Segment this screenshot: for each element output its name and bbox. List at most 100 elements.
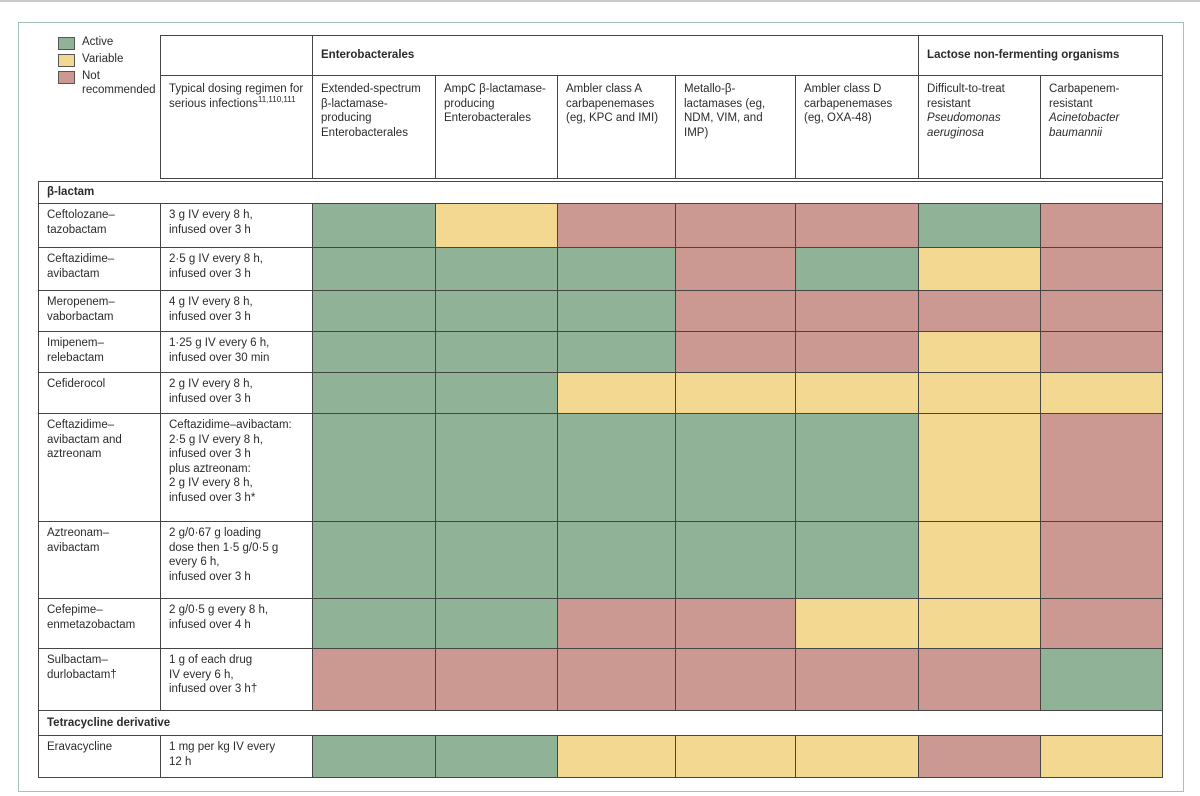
reference-superscript: 11,110,111 [257, 94, 296, 104]
status-cell [675, 413, 796, 522]
status-cell [795, 598, 919, 649]
status-cell [557, 521, 676, 599]
status-cell [918, 203, 1041, 248]
dosing-regimen: 1·25 g IV every 6 h, infused over 30 min [160, 331, 313, 373]
status-cell [918, 372, 1041, 414]
dosing-regimen: 1 mg per kg IV every 12 h [160, 735, 313, 778]
status-cell [1040, 372, 1163, 414]
table-row: Ceftazidime–avibactam and aztreonam Ceft… [38, 413, 1163, 522]
column-header-row: Typical dosing regimen for serious infec… [160, 75, 1164, 179]
status-cell [557, 372, 676, 414]
status-cell [557, 735, 676, 778]
status-cell [795, 331, 919, 373]
status-cell [557, 648, 676, 711]
status-cell [312, 413, 436, 522]
status-cell [1040, 247, 1163, 291]
status-cell [795, 247, 919, 291]
status-cell [918, 290, 1041, 332]
group-header-enterobacterales: Enterobacterales [311, 35, 920, 76]
table-row: Sulbactam–durlobactam† 1 g of each drug … [38, 648, 1163, 711]
drug-name: Cefepime–enmetazobactam [38, 598, 161, 649]
status-cell [312, 331, 436, 373]
column-header-table: Enterobacterales Lactose non-fermenting … [160, 35, 1164, 179]
screenshot-top-edge [0, 0, 1200, 2]
column-header-esbl: Extended-spectrum β-lactamase-producing … [312, 75, 436, 179]
drug-name: Sulbactam–durlobactam† [38, 648, 161, 711]
status-cell [435, 203, 558, 248]
status-cell [557, 598, 676, 649]
legend-label: Not recommended [82, 70, 156, 96]
table-row: Cefepime–enmetazobactam 2 g/0·5 g every … [38, 598, 1163, 649]
status-cell [557, 247, 676, 291]
table-row: Eravacycline 1 mg per kg IV every 12 h [38, 735, 1163, 778]
dosing-regimen: Ceftazidime–avibactam: 2·5 g IV every 8 … [160, 413, 313, 522]
status-cell [435, 413, 558, 522]
status-cell [795, 735, 919, 778]
status-cell [1040, 598, 1163, 649]
section-row: β-lactam [38, 181, 1163, 204]
legend-item-variable: Variable [58, 53, 158, 67]
status-cell [795, 203, 919, 248]
status-cell [675, 521, 796, 599]
drug-name: Imipenem–relebactam [38, 331, 161, 373]
column-header-dtr-pseudomonas: Difficult-to-treat resistant Pseudomonas… [918, 75, 1042, 179]
status-cell [675, 735, 796, 778]
drug-name: Cefiderocol [38, 372, 161, 414]
status-cell [675, 598, 796, 649]
drug-name: Ceftazidime–avibactam and aztreonam [38, 413, 161, 522]
status-cell [918, 521, 1041, 599]
status-cell [435, 331, 558, 373]
status-cell [557, 331, 676, 373]
drug-name: Ceftazidime–avibactam [38, 247, 161, 291]
legend: Active Variable Not recommended [58, 36, 158, 100]
group-header-row: Enterobacterales Lactose non-fermenting … [160, 35, 1164, 76]
drug-name: Ceftolozane–tazobactam [38, 203, 161, 248]
status-cell [918, 648, 1041, 711]
status-cell [675, 648, 796, 711]
status-cell [918, 598, 1041, 649]
status-cell [435, 372, 558, 414]
status-cell [312, 247, 436, 291]
species-name: Pseudomonas aeruginosa [927, 112, 1001, 139]
status-cell [795, 648, 919, 711]
dosing-regimen: 4 g IV every 8 h, infused over 3 h [160, 290, 313, 332]
drug-name: Meropenem–vaborbactam [38, 290, 161, 332]
legend-label: Active [82, 36, 114, 48]
dosing-regimen: 2 g/0·67 g loading dose then 1·5 g/0·5 g… [160, 521, 313, 599]
status-cell [557, 413, 676, 522]
column-header-cr-acinetobacter: Carbapenem-resistant Acinetobacter bauma… [1040, 75, 1164, 179]
drug-name: Eravacycline [38, 735, 161, 778]
status-cell [435, 521, 558, 599]
status-cell [312, 372, 436, 414]
table-row: Aztreonam–avibactam 2 g/0·67 g loading d… [38, 521, 1163, 599]
legend-item-active: Active [58, 36, 158, 50]
column-header-ambler-d: Ambler class D carbapenemases (eg, OXA-4… [794, 75, 920, 179]
dosing-regimen: 2·5 g IV every 8 h, infused over 3 h [160, 247, 313, 291]
susceptibility-matrix-table: β-lactam Ceftolozane–tazobactam 3 g IV e… [38, 181, 1163, 778]
status-cell [312, 521, 436, 599]
column-header-ampc: AmpC β-lactamase-producing Enterobactera… [435, 75, 558, 179]
dosing-regimen: 2 g IV every 8 h, infused over 3 h [160, 372, 313, 414]
status-cell [675, 203, 796, 248]
status-cell [795, 413, 919, 522]
status-cell [557, 203, 676, 248]
column-header-mbl: Metallo-β-lactamases (eg, NDM, VIM, and … [675, 75, 796, 179]
status-cell [435, 648, 558, 711]
status-cell [795, 521, 919, 599]
drug-name: Aztreonam–avibactam [38, 521, 161, 599]
species-name: Acinetobacter baumannii [1049, 112, 1120, 139]
status-cell [795, 290, 919, 332]
dosing-regimen: 3 g IV every 8 h, infused over 3 h [160, 203, 313, 248]
status-cell [312, 203, 436, 248]
header-text: Difficult-to-treat resistant [927, 83, 1005, 110]
status-cell [675, 247, 796, 291]
table-row: Ceftolozane–tazobactam 3 g IV every 8 h,… [38, 203, 1163, 248]
section-header-beta-lactam: β-lactam [38, 181, 1163, 204]
header-text: Carbapenem-resistant [1049, 83, 1120, 110]
dosing-regimen: 2 g/0·5 g every 8 h, infused over 4 h [160, 598, 313, 649]
variable-swatch-icon [58, 54, 75, 67]
figure-frame [18, 22, 1184, 792]
table-row: Meropenem–vaborbactam 4 g IV every 8 h, … [38, 290, 1163, 332]
status-cell [1040, 521, 1163, 599]
status-cell [918, 247, 1041, 291]
